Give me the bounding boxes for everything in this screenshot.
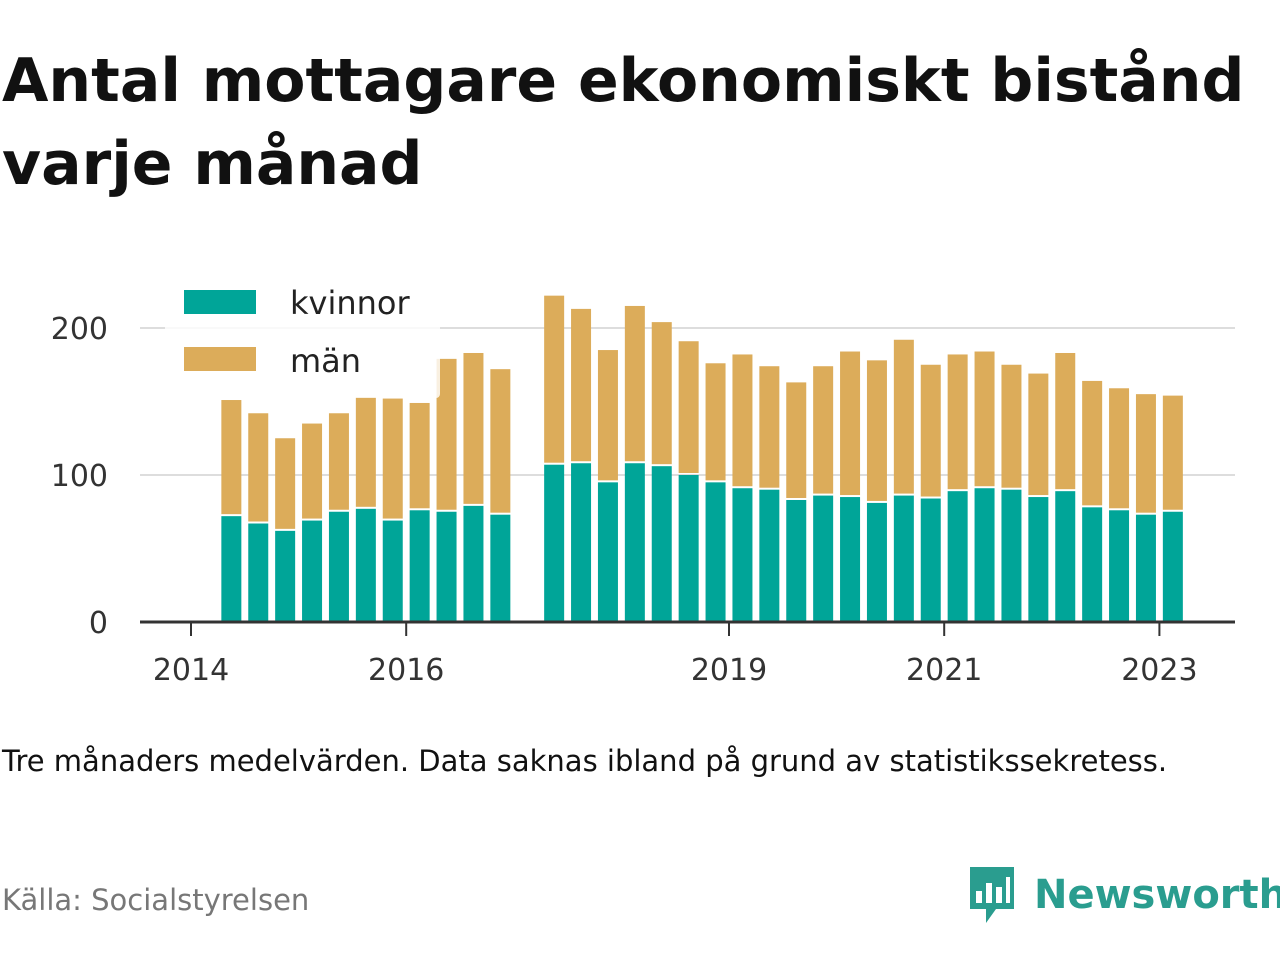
bar-man: [1109, 388, 1130, 509]
bar-man: [840, 351, 861, 496]
bar-man: [866, 360, 887, 501]
bar-kvinnor: [302, 520, 323, 622]
bar-kvinnor: [490, 514, 511, 622]
brand-logo: Newsworthy: [966, 865, 1280, 925]
axes: 0 100 200 2014 2016 2019 2021 2023: [51, 312, 1235, 688]
bar-man: [947, 354, 968, 490]
bar-kvinnor: [463, 505, 484, 622]
x-tick-label: 2019: [691, 653, 767, 688]
bar-kvinnor: [974, 488, 995, 622]
bar-man: [813, 366, 834, 494]
bar-man: [221, 400, 242, 515]
bar-man: [571, 308, 592, 462]
bar-man: [974, 351, 995, 487]
bar-kvinnor: [409, 510, 430, 622]
legend-swatch-man: [184, 347, 256, 371]
bar-kvinnor: [866, 502, 887, 622]
bar-kvinnor: [382, 520, 403, 622]
bar-kvinnor: [947, 491, 968, 622]
bar-kvinnor: [705, 482, 726, 622]
newsworthy-logo-icon: [970, 867, 1014, 923]
legend: kvinnor män: [165, 278, 440, 398]
bar-man: [302, 423, 323, 519]
bar-man: [786, 382, 807, 498]
bar-man: [544, 295, 565, 463]
bar-kvinnor: [571, 463, 592, 622]
bar-man: [355, 397, 376, 507]
legend-label-kvinnor: kvinnor: [290, 284, 411, 322]
bar-man: [1001, 364, 1022, 488]
bar-kvinnor: [786, 499, 807, 622]
bar-man: [732, 354, 753, 487]
y-tick-label: 200: [51, 312, 108, 347]
bar-kvinnor: [813, 495, 834, 622]
bar-man: [463, 352, 484, 504]
bar-man: [597, 350, 618, 481]
bar-kvinnor: [248, 523, 269, 622]
brand-name: Newsworthy: [1034, 872, 1280, 918]
chart-note: Tre månaders medelvärden. Data saknas ib…: [2, 744, 1168, 778]
bar-man: [1162, 395, 1183, 510]
bar-kvinnor: [275, 530, 296, 622]
bar-man: [920, 364, 941, 497]
bar-man: [651, 322, 672, 465]
bar-man: [275, 438, 296, 529]
bar-man: [382, 398, 403, 519]
bar-man: [705, 363, 726, 481]
stacked-bar-chart: 0 100 200 2014 2016 2019 2021 2023 kvinnor män: [50, 278, 1235, 688]
bar-kvinnor: [1135, 514, 1156, 622]
bar-kvinnor: [597, 482, 618, 622]
bar-kvinnor: [1028, 497, 1049, 622]
bars: [221, 295, 1183, 622]
legend-swatch-kvinnor: [184, 290, 256, 314]
bar-kvinnor: [678, 475, 699, 622]
bar-kvinnor: [328, 511, 349, 622]
x-tick-label: 2016: [368, 653, 444, 688]
bar-kvinnor: [544, 464, 565, 622]
bar-man: [1028, 373, 1049, 496]
bar-man: [248, 413, 269, 522]
bar-man: [436, 358, 457, 510]
x-tick-label: 2023: [1121, 653, 1197, 688]
bar-man: [490, 369, 511, 513]
bar-kvinnor: [1082, 507, 1103, 622]
y-tick-label: 0: [89, 606, 108, 641]
bar-kvinnor: [624, 463, 645, 622]
bar-kvinnor: [651, 466, 672, 622]
bar-kvinnor: [1162, 511, 1183, 622]
bar-kvinnor: [1001, 489, 1022, 622]
legend-label-man: män: [290, 342, 361, 380]
bar-kvinnor: [893, 495, 914, 622]
chart-title: Antal mottagare ekonomiskt bistånd varje…: [2, 46, 1245, 199]
bar-kvinnor: [1109, 510, 1130, 622]
bar-man: [1135, 394, 1156, 513]
bar-kvinnor: [436, 511, 457, 622]
x-tick-label: 2014: [153, 653, 229, 688]
bar-man: [893, 339, 914, 494]
bar-kvinnor: [840, 497, 861, 622]
bar-man: [1082, 380, 1103, 506]
bar-man: [328, 413, 349, 510]
bar-kvinnor: [221, 516, 242, 622]
x-tick-label: 2021: [906, 653, 982, 688]
bar-kvinnor: [759, 489, 780, 622]
bar-kvinnor: [355, 508, 376, 622]
bar-man: [624, 305, 645, 462]
source-credit: Källa: Socialstyrelsen: [2, 883, 310, 917]
bar-man: [678, 341, 699, 473]
bar-kvinnor: [732, 488, 753, 622]
y-tick-label: 100: [51, 459, 108, 494]
bar-kvinnor: [1055, 491, 1076, 622]
bar-kvinnor: [920, 498, 941, 622]
bar-man: [409, 402, 430, 509]
bar-man: [1055, 352, 1076, 490]
bar-man: [759, 366, 780, 488]
